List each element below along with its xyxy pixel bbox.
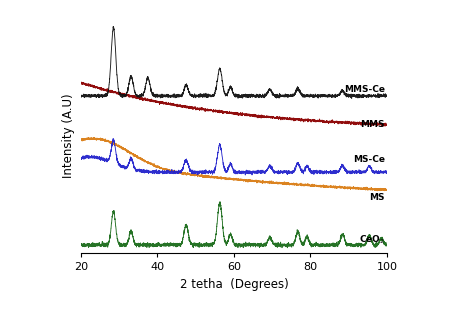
Text: MS: MS <box>369 193 385 202</box>
Text: MMS-Ce: MMS-Ce <box>344 85 385 94</box>
X-axis label: 2 tetha  (Degrees): 2 tetha (Degrees) <box>180 278 288 291</box>
Text: MS-Ce: MS-Ce <box>353 155 385 164</box>
Text: MMS: MMS <box>360 120 385 129</box>
Text: CeO$_2$: CeO$_2$ <box>359 233 385 246</box>
Y-axis label: Intensity (A.U): Intensity (A.U) <box>63 93 75 178</box>
